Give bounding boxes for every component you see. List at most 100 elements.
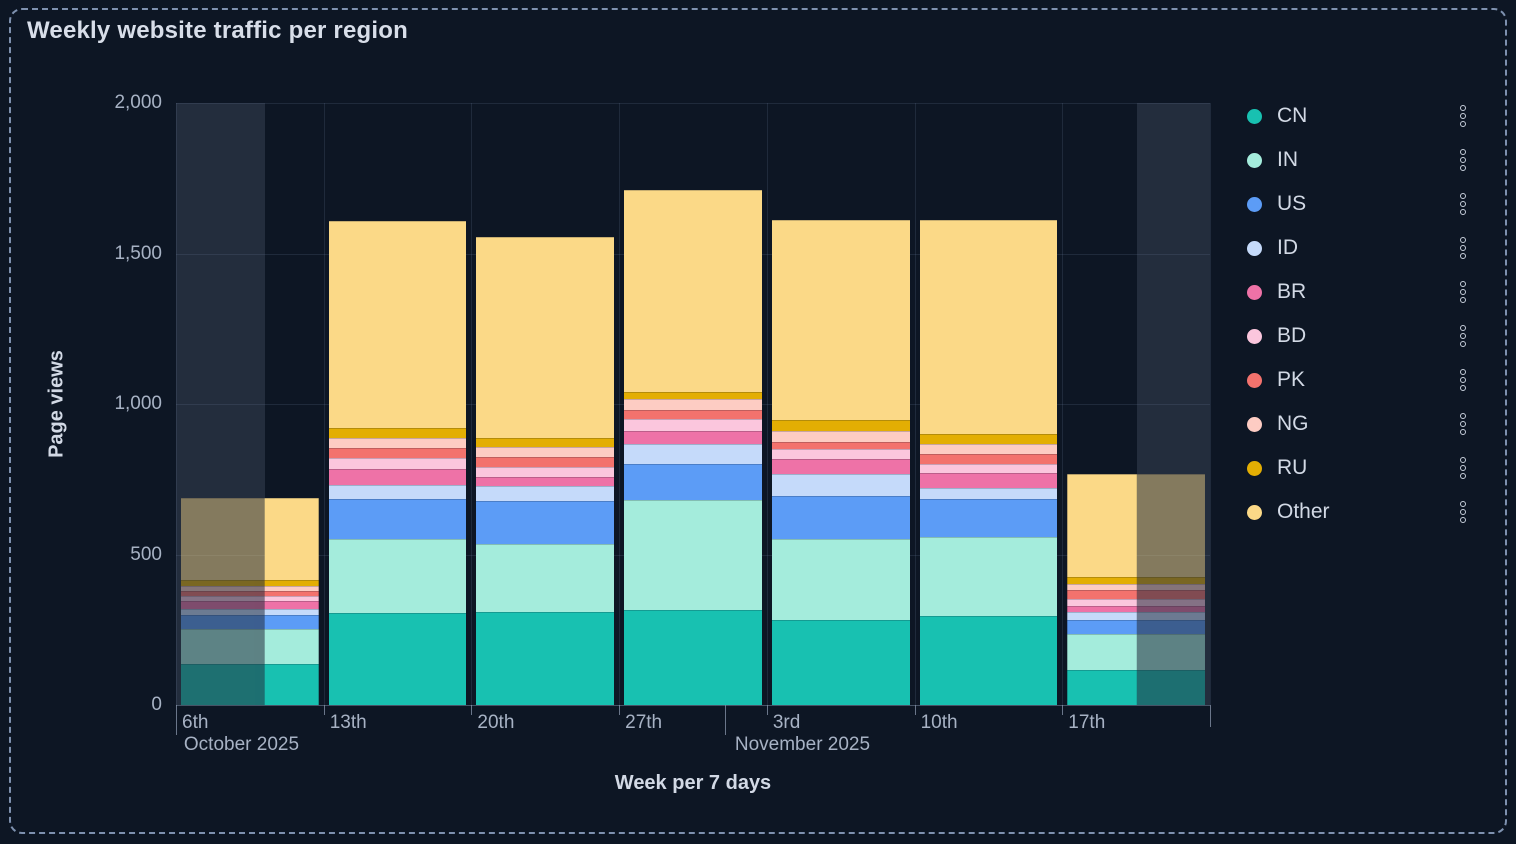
bar-segment-ru[interactable] [624,392,762,399]
bar[interactable] [1067,474,1205,705]
bar-segment-cn[interactable] [476,612,615,705]
bar-segment-cn[interactable] [1136,670,1205,705]
kebab-menu-icon[interactable] [1460,193,1466,215]
kebab-menu-icon[interactable] [1460,237,1466,259]
bar-segment-bd[interactable] [328,457,467,470]
bar-segment-bd[interactable] [476,466,615,477]
bar[interactable] [181,497,319,705]
bar-segment-bd[interactable] [624,419,762,431]
bar-segment-id[interactable] [181,609,265,616]
bar-segment-in[interactable] [919,537,1058,617]
bar-segment-bd[interactable] [181,596,265,602]
bar-segment-br[interactable] [328,469,467,485]
bar-segment-in[interactable] [264,629,319,665]
kebab-menu-icon[interactable] [1460,149,1466,171]
bar-segment-id[interactable] [624,443,762,464]
bar-segment-pk[interactable] [919,453,1058,464]
bar-segment-ru[interactable] [771,420,910,432]
bar-segment-bd[interactable] [264,596,319,602]
bar-segment-us[interactable] [771,496,910,540]
bar-segment-us[interactable] [328,499,467,540]
bar-segment-ng[interactable] [919,444,1058,454]
bar-segment-id[interactable] [476,486,615,501]
bar-segment-pk[interactable] [771,441,910,450]
bar-segment-cn[interactable] [181,664,265,705]
bar-segment-id[interactable] [919,487,1058,499]
legend-item-pk[interactable]: PK [1238,368,1472,392]
bar-segment-br[interactable] [476,476,615,487]
bar-segment-pk[interactable] [624,410,762,420]
bar-segment-in[interactable] [624,499,762,610]
legend-item-in[interactable]: IN [1238,148,1472,172]
bar-segment-ru[interactable] [264,580,319,587]
legend-item-bd[interactable]: BD [1238,324,1472,348]
bar-segment-in[interactable] [328,539,467,614]
bar-segment-us[interactable] [476,500,615,544]
legend-item-cn[interactable]: CN [1238,104,1472,128]
bar-segment-ru[interactable] [919,434,1058,445]
bar-segment-ru[interactable] [181,580,265,587]
bar-segment-pk[interactable] [264,591,319,597]
bar-segment-id[interactable] [771,473,910,497]
bar-segment-ng[interactable] [181,586,265,592]
kebab-menu-icon[interactable] [1460,369,1466,391]
bar-segment-us[interactable] [919,498,1058,538]
kebab-menu-icon[interactable] [1460,413,1466,435]
bar-segment-ng[interactable] [328,438,467,448]
bar-segment-br[interactable] [919,472,1058,488]
bar-segment-other[interactable] [181,497,265,581]
bar-segment-br[interactable] [1067,605,1138,613]
bar-segment-cn[interactable] [771,619,910,705]
kebab-menu-icon[interactable] [1460,501,1466,523]
bar-segment-id[interactable] [1067,612,1138,621]
kebab-menu-icon[interactable] [1460,281,1466,303]
bar-segment-id[interactable] [1136,612,1205,621]
bar-segment-in[interactable] [181,629,265,665]
bar-segment-other[interactable] [476,237,615,439]
legend-item-us[interactable]: US [1238,192,1472,216]
bar-segment-other[interactable] [771,219,910,421]
bar-segment-us[interactable] [1136,620,1205,635]
bar-segment-us[interactable] [181,615,265,630]
bar[interactable] [919,219,1058,705]
bar-segment-other[interactable] [919,219,1058,435]
bar-segment-pk[interactable] [476,456,615,467]
bar-segment-in[interactable] [1136,634,1205,671]
bar-segment-br[interactable] [264,601,319,610]
bar-segment-id[interactable] [328,484,467,500]
bar-segment-id[interactable] [264,609,319,616]
legend-item-ru[interactable]: RU [1238,456,1472,480]
bar-segment-ru[interactable] [328,428,467,439]
kebab-menu-icon[interactable] [1460,457,1466,479]
bar-segment-ru[interactable] [1067,577,1138,584]
bar-segment-cn[interactable] [328,613,467,705]
bar-segment-us[interactable] [1067,620,1138,635]
bar-segment-other[interactable] [328,220,467,429]
bar-segment-cn[interactable] [264,664,319,705]
bar[interactable] [771,219,910,705]
legend-item-id[interactable]: ID [1238,236,1472,260]
bar-segment-other[interactable] [1067,474,1138,578]
bar-segment-br[interactable] [1136,605,1205,613]
bar-segment-pk[interactable] [1136,590,1205,600]
bar-segment-cn[interactable] [1067,670,1138,705]
bar-segment-other[interactable] [264,497,319,581]
bar-segment-in[interactable] [771,539,910,620]
bar-segment-ng[interactable] [476,446,615,457]
bar-segment-br[interactable] [771,459,910,474]
bar-segment-br[interactable] [624,430,762,444]
kebab-menu-icon[interactable] [1460,325,1466,347]
bar-segment-ru[interactable] [476,438,615,447]
bar-segment-us[interactable] [264,615,319,630]
bar-segment-ng[interactable] [1136,584,1205,591]
bar[interactable] [624,190,762,705]
legend-item-br[interactable]: BR [1238,280,1472,304]
bar-segment-bd[interactable] [919,463,1058,473]
bar-segment-bd[interactable] [771,449,910,460]
bar[interactable] [476,237,615,705]
bar[interactable] [328,220,467,705]
bar-segment-br[interactable] [181,601,265,610]
legend-item-other[interactable]: Other [1238,500,1472,524]
bar-segment-in[interactable] [1067,634,1138,671]
bar-segment-pk[interactable] [1067,590,1138,600]
